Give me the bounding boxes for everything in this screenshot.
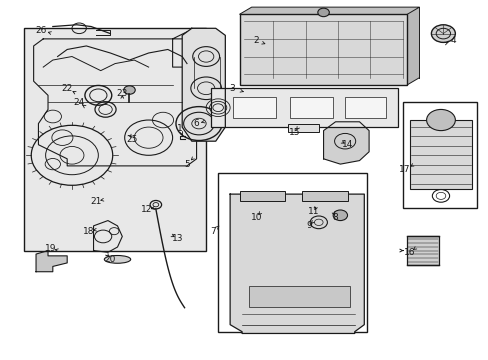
Bar <box>210 88 397 127</box>
Circle shape <box>332 210 347 221</box>
Polygon shape <box>182 28 225 141</box>
Polygon shape <box>93 221 122 252</box>
Text: 5: 5 <box>184 159 189 168</box>
Circle shape <box>123 86 135 94</box>
Text: 14: 14 <box>341 140 352 149</box>
Text: 16: 16 <box>403 248 415 257</box>
Circle shape <box>430 25 454 42</box>
Text: 2: 2 <box>253 36 259 45</box>
Text: 22: 22 <box>61 84 73 93</box>
Text: 18: 18 <box>83 227 94 236</box>
Bar <box>407 237 438 265</box>
Ellipse shape <box>104 256 130 263</box>
Bar <box>409 120 471 189</box>
Polygon shape <box>230 194 364 333</box>
Text: 4: 4 <box>449 36 455 45</box>
Bar <box>345 97 385 118</box>
Bar <box>218 173 366 332</box>
Text: 6: 6 <box>193 119 199 128</box>
Bar <box>287 123 318 132</box>
Circle shape <box>317 8 328 17</box>
Polygon shape <box>323 122 368 164</box>
Text: 20: 20 <box>104 255 116 264</box>
Text: 25: 25 <box>126 135 137 144</box>
Text: 3: 3 <box>229 84 235 93</box>
Text: 19: 19 <box>44 244 56 253</box>
Bar <box>239 14 407 85</box>
Bar <box>289 97 332 118</box>
Bar <box>402 102 476 208</box>
Polygon shape <box>407 7 419 85</box>
Text: 21: 21 <box>90 197 102 206</box>
Bar <box>249 286 349 307</box>
Text: 17: 17 <box>399 165 410 174</box>
Text: 12: 12 <box>140 206 152 215</box>
Bar <box>24 28 206 251</box>
Text: 10: 10 <box>250 212 262 221</box>
Text: 13: 13 <box>171 234 183 243</box>
Circle shape <box>426 109 454 131</box>
Bar <box>232 97 275 118</box>
Text: 1: 1 <box>177 124 183 133</box>
Bar <box>302 190 347 201</box>
Text: 11: 11 <box>307 207 319 216</box>
Polygon shape <box>34 32 196 166</box>
Text: 8: 8 <box>332 212 338 221</box>
Text: 15: 15 <box>288 128 300 137</box>
Text: 23: 23 <box>116 89 128 98</box>
Text: 26: 26 <box>35 26 46 35</box>
Text: 24: 24 <box>73 98 84 107</box>
Text: 9: 9 <box>305 221 311 230</box>
Polygon shape <box>239 7 419 14</box>
Text: 7: 7 <box>210 227 216 236</box>
Polygon shape <box>36 251 67 272</box>
Bar <box>239 190 285 201</box>
